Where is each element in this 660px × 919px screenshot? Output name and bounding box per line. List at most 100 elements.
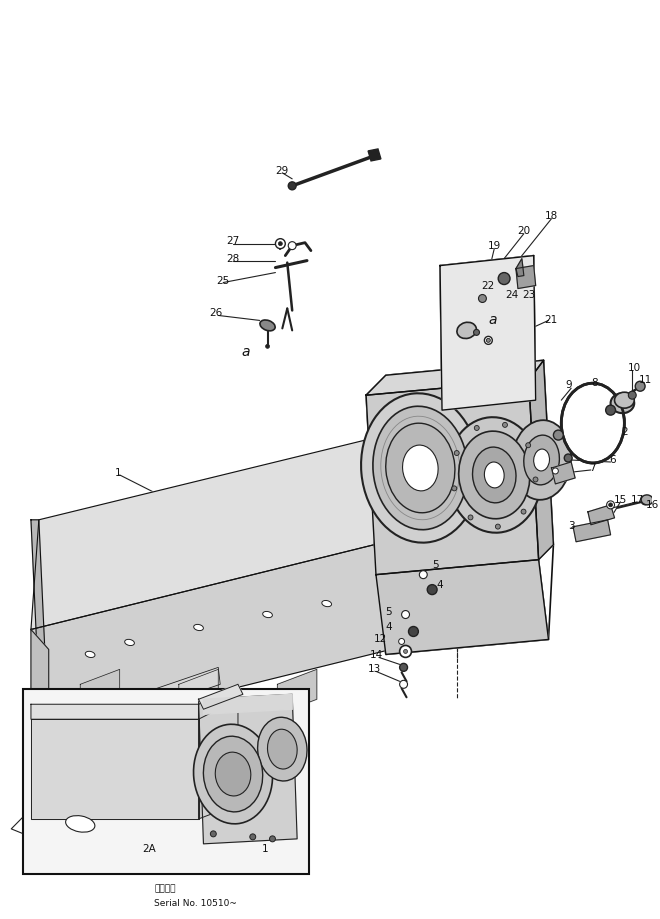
Polygon shape [139, 667, 220, 711]
Text: 28: 28 [226, 254, 240, 264]
Circle shape [288, 182, 296, 190]
Circle shape [249, 834, 255, 840]
Text: a: a [242, 346, 250, 359]
Circle shape [502, 423, 508, 427]
Circle shape [484, 336, 492, 345]
Ellipse shape [193, 624, 203, 630]
Polygon shape [31, 720, 199, 819]
Circle shape [400, 664, 407, 672]
Circle shape [409, 627, 418, 637]
Circle shape [474, 329, 479, 335]
Ellipse shape [568, 391, 618, 455]
Ellipse shape [215, 752, 251, 796]
Circle shape [275, 239, 285, 249]
Ellipse shape [473, 447, 516, 503]
Circle shape [609, 503, 612, 507]
Ellipse shape [263, 611, 273, 618]
Ellipse shape [193, 724, 273, 823]
Ellipse shape [85, 652, 95, 657]
Text: 26: 26 [210, 309, 223, 319]
Circle shape [607, 501, 614, 509]
Circle shape [279, 242, 282, 245]
Text: 20: 20 [517, 226, 531, 235]
Text: 1: 1 [262, 844, 269, 854]
Text: 25: 25 [216, 276, 230, 286]
Polygon shape [277, 669, 317, 714]
Circle shape [475, 425, 479, 430]
Text: 21: 21 [544, 315, 557, 325]
Polygon shape [81, 669, 119, 714]
Polygon shape [516, 266, 536, 289]
Text: 8: 8 [591, 379, 598, 388]
Text: 24: 24 [506, 290, 519, 301]
Ellipse shape [512, 420, 572, 500]
Circle shape [533, 477, 538, 482]
Ellipse shape [457, 323, 477, 338]
Polygon shape [179, 669, 218, 714]
Text: 15: 15 [614, 494, 627, 505]
Circle shape [269, 836, 275, 842]
Ellipse shape [524, 435, 560, 485]
Circle shape [265, 345, 269, 348]
Ellipse shape [403, 445, 438, 491]
Circle shape [468, 515, 473, 520]
Text: 18: 18 [544, 210, 558, 221]
Circle shape [452, 486, 457, 491]
Circle shape [521, 509, 526, 514]
Circle shape [486, 338, 490, 343]
Polygon shape [573, 520, 610, 542]
Ellipse shape [260, 320, 275, 331]
Text: 4: 4 [385, 622, 392, 632]
Ellipse shape [561, 383, 624, 463]
Polygon shape [31, 435, 386, 630]
Circle shape [401, 610, 409, 618]
Ellipse shape [614, 392, 634, 408]
Text: 5: 5 [385, 607, 392, 617]
Polygon shape [31, 520, 49, 734]
Ellipse shape [385, 423, 455, 513]
Polygon shape [199, 694, 297, 844]
Circle shape [400, 645, 411, 657]
Circle shape [498, 273, 510, 285]
Circle shape [628, 391, 636, 399]
Text: 1: 1 [114, 468, 121, 478]
Circle shape [641, 497, 649, 505]
Circle shape [635, 381, 645, 391]
Polygon shape [440, 255, 536, 410]
Text: 2: 2 [621, 427, 628, 437]
Polygon shape [366, 380, 539, 574]
Text: 5: 5 [432, 560, 438, 570]
Circle shape [478, 294, 486, 302]
Ellipse shape [361, 393, 480, 542]
Text: 4: 4 [437, 580, 444, 590]
Circle shape [399, 639, 405, 644]
Circle shape [564, 454, 572, 462]
Text: 6: 6 [609, 455, 616, 465]
Ellipse shape [447, 417, 542, 533]
Text: Serial No. 10510~: Serial No. 10510~ [154, 899, 237, 908]
Text: 17: 17 [630, 494, 644, 505]
Circle shape [453, 299, 461, 306]
Text: 10: 10 [628, 363, 641, 373]
Ellipse shape [534, 449, 550, 471]
Text: 19: 19 [488, 241, 501, 251]
Circle shape [454, 450, 459, 456]
Text: 22: 22 [482, 280, 495, 290]
Polygon shape [199, 685, 243, 709]
Polygon shape [588, 505, 614, 525]
Ellipse shape [373, 406, 468, 529]
Text: a: a [488, 313, 496, 327]
Text: 9: 9 [566, 380, 572, 391]
Circle shape [554, 430, 563, 440]
Circle shape [211, 831, 216, 837]
Polygon shape [368, 149, 381, 161]
Bar [23, 689, 309, 874]
Circle shape [552, 468, 558, 474]
Circle shape [403, 650, 407, 653]
Text: 13: 13 [368, 664, 381, 675]
Text: 2A: 2A [143, 844, 156, 854]
Circle shape [454, 385, 460, 391]
Ellipse shape [125, 640, 135, 645]
Ellipse shape [65, 816, 95, 833]
Ellipse shape [322, 600, 331, 607]
